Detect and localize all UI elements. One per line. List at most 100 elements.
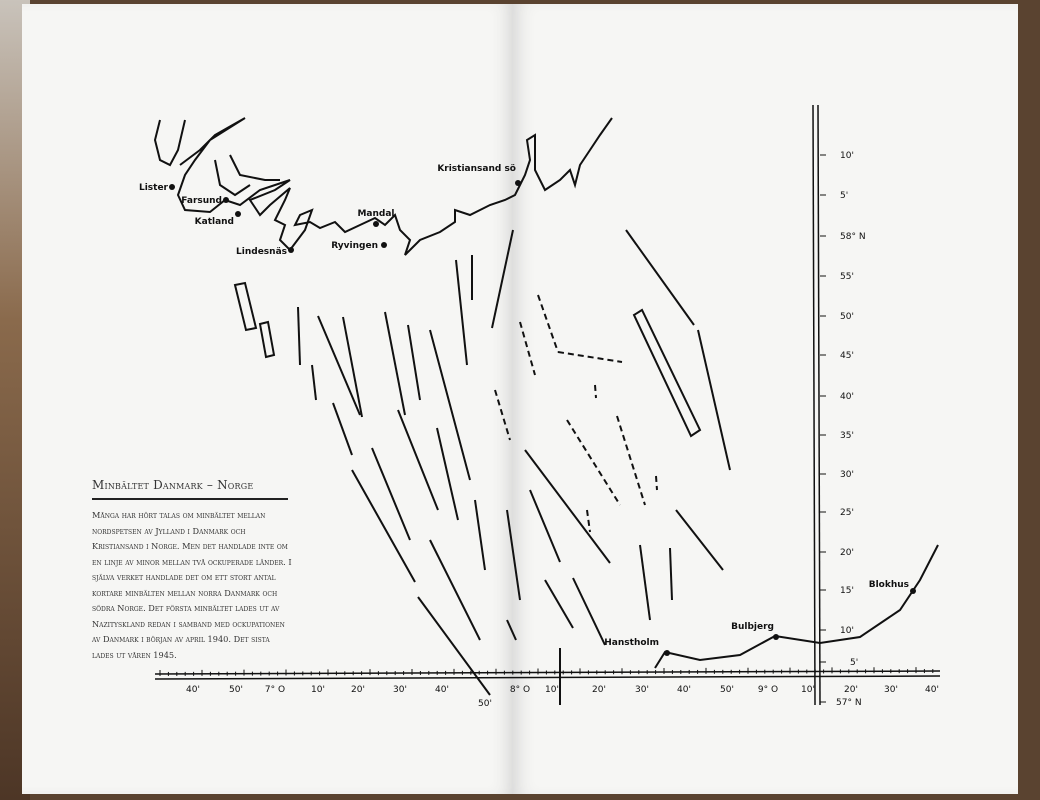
place-marker [235, 211, 241, 217]
minefield-line [351, 469, 416, 583]
longitude-label: 9° O [758, 685, 778, 695]
place-label: Kristiansand sö [437, 164, 516, 174]
latitude-label: 10' [840, 151, 854, 161]
place-marker [381, 242, 387, 248]
minefield-dashed-line [519, 321, 536, 376]
longitude-label: 30' [393, 685, 407, 695]
sidebar-body: Många har hört talas om minbältet mellan… [92, 510, 292, 660]
minefield-line [506, 619, 517, 641]
longitude-label: 30' [635, 685, 649, 695]
minefield-line [625, 229, 695, 326]
longitude-label: 10' [311, 685, 325, 695]
longitude-label: 50' [720, 685, 734, 695]
minefield-line [342, 316, 363, 418]
place-label: Lister [139, 183, 169, 193]
latitude-label: 30' [840, 470, 854, 480]
minefield-line [311, 364, 317, 401]
minefield-line [417, 596, 491, 696]
latitude-label: 5' [850, 658, 858, 668]
place-marker [773, 634, 779, 640]
latitude-axis [817, 104, 821, 706]
minefield-line [506, 509, 521, 601]
place-label: Lindesnäs [236, 247, 287, 257]
minefield-line [297, 306, 301, 366]
minefield-line [572, 577, 606, 646]
minefield-dashed-line [494, 389, 511, 441]
longitude-label: 20' [592, 685, 606, 695]
longitude-label: 8° O [510, 685, 530, 695]
latitude-label: 20' [840, 548, 854, 558]
latitude-label: 35' [840, 431, 854, 441]
latitude-label: 15' [840, 586, 854, 596]
longitude-label: 20' [844, 685, 858, 695]
minefield-dashed-line [586, 509, 591, 533]
longitude-label: 40' [186, 685, 200, 695]
minefield-dashed-line [594, 384, 597, 399]
minefield-line [407, 324, 421, 401]
minefield-line [371, 447, 411, 541]
minefield-line [429, 539, 481, 641]
place-marker [664, 650, 670, 656]
sidebar-title: Minbältet Danmark – Norge [92, 478, 254, 492]
minefield-line [639, 544, 651, 621]
place-label: Bulbjerg [731, 622, 774, 632]
norway-coastline [153, 117, 613, 256]
latitude-label: 50' [840, 312, 854, 322]
minefield-line [524, 449, 611, 564]
latitude-label: 45' [840, 351, 854, 361]
longitude-label: 10' [801, 685, 815, 695]
longitude-label: 10' [545, 685, 559, 695]
minefield-line [474, 499, 486, 571]
left-page [22, 4, 514, 794]
longitude-label: 50' [478, 699, 492, 709]
place-label: Ryvingen [331, 241, 378, 251]
latitude-label: 57° N [836, 698, 862, 708]
latitude-label: 25' [840, 508, 854, 518]
minefield-line [332, 402, 353, 456]
latitude-label: 40' [840, 392, 854, 402]
place-marker [373, 221, 379, 227]
minefield-line [491, 229, 514, 329]
place-marker [910, 588, 916, 594]
longitude-label: 20' [351, 685, 365, 695]
longitude-label: 7° O [265, 685, 285, 695]
denmark-coastline [654, 544, 939, 669]
minefield-line [429, 329, 471, 481]
minefield-line [675, 509, 724, 571]
minefield-block [258, 320, 276, 359]
latitude-label: 58° N [840, 232, 866, 242]
minefield-line [317, 315, 361, 416]
latitude-axis [812, 104, 816, 706]
sidebar-text: Minbältet Danmark – Norge Många har hört… [92, 478, 292, 663]
place-marker [288, 247, 294, 253]
title-rule [92, 498, 288, 500]
minefield-dashed-line [557, 351, 623, 363]
longitude-label: 40' [677, 685, 691, 695]
minefield-block [632, 308, 702, 438]
place-label: Blokhus [869, 580, 909, 590]
minefield-line [529, 489, 561, 563]
minefield-line [455, 259, 468, 366]
minefield-line [669, 547, 673, 601]
longitude-label: 40' [925, 685, 939, 695]
minefield-line [384, 311, 406, 416]
place-label: Mandal [357, 209, 394, 219]
place-label: Katland [195, 217, 234, 227]
longitude-label: 30' [884, 685, 898, 695]
right-page [513, 4, 1018, 794]
place-label: Hanstholm [604, 638, 659, 648]
minefield-line [544, 579, 574, 629]
minefield-line [697, 329, 731, 471]
place-marker [515, 180, 521, 186]
minefield-line [397, 409, 439, 511]
minefield-dashed-line [616, 415, 646, 506]
minefield-line [436, 427, 459, 521]
latitude-label: 10' [840, 626, 854, 636]
place-marker [223, 197, 229, 203]
longitude-axis [154, 675, 941, 680]
longitude-label: 50' [229, 685, 243, 695]
latitude-label: 5' [840, 191, 848, 201]
place-label: Farsund [181, 196, 222, 206]
minefield-dashed-line [537, 294, 559, 353]
